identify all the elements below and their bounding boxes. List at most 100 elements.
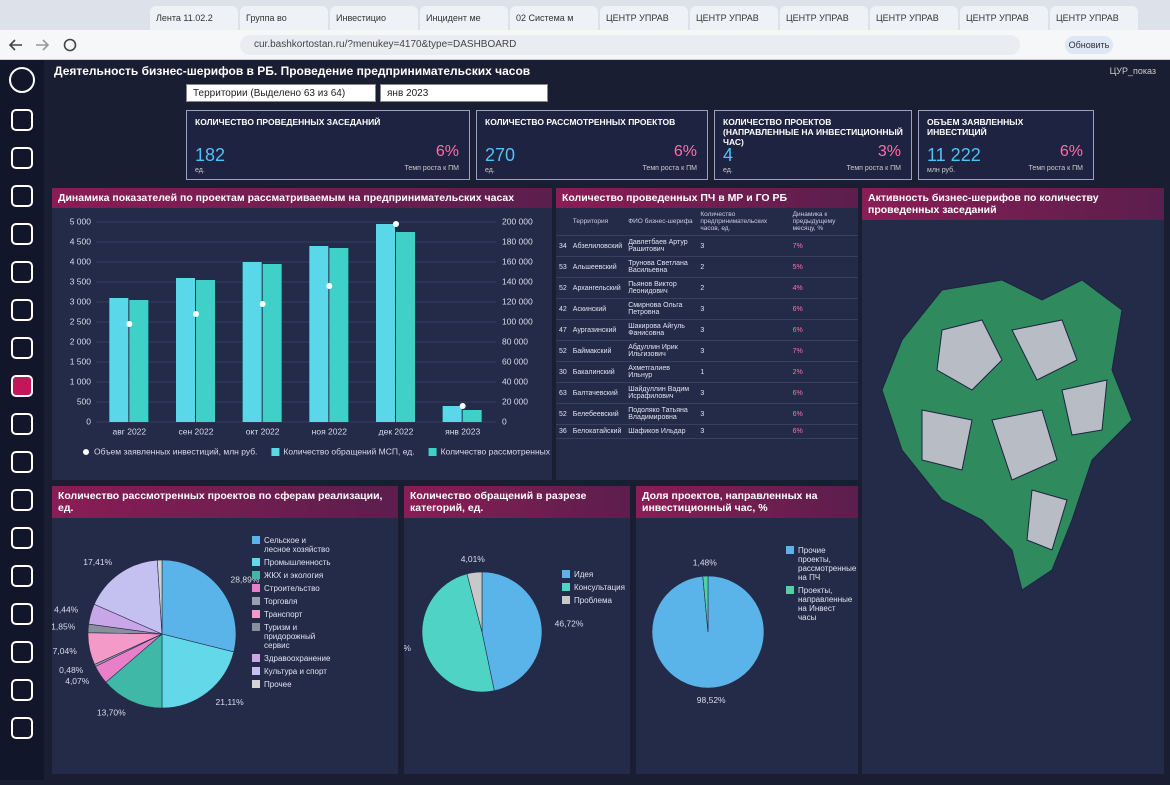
menu-icon[interactable]: [11, 147, 33, 169]
table-row: 63 Балтачевский Шайдуллин Вадим Исрафилови…: [556, 382, 858, 404]
bar: [309, 246, 329, 422]
y-tick-label: 3 500: [70, 276, 92, 286]
menu-icon[interactable]: [11, 299, 33, 321]
pie-slice: [161, 559, 237, 653]
y-tick-label: 4 500: [70, 236, 92, 246]
kpi-growth-label: Темп роста к ПМ: [1028, 165, 1083, 172]
forward-icon[interactable]: [36, 39, 50, 51]
legend-item: Здравоохранение: [252, 654, 332, 663]
browser-tab[interactable]: ЦЕНТР УПРАВ: [870, 6, 958, 30]
browser-tab[interactable]: Инцидент ме: [420, 6, 508, 30]
legend-swatch: [562, 596, 570, 604]
map-region[interactable]: [991, 409, 1058, 481]
browser-tab[interactable]: ЦЕНТР УПРАВ: [1050, 6, 1138, 30]
menu-icon[interactable]: [11, 641, 33, 663]
kpi-title: Количество проектов (направленные на инв…: [723, 117, 903, 147]
update-button[interactable]: Обновить: [1065, 36, 1113, 54]
table-cell: 6%: [789, 424, 858, 439]
y-tick-label: 0: [86, 416, 91, 426]
bar: [129, 300, 149, 422]
menu-icon[interactable]: [11, 527, 33, 549]
legend-label: Культура и спорт: [264, 667, 327, 676]
menu-icon[interactable]: [11, 337, 33, 359]
browser-tab[interactable]: ЦЕНТР УПРАВ: [600, 6, 688, 30]
table-cell: 52: [556, 277, 570, 299]
browser-tab[interactable]: ЦЕНТР УПРАВ: [780, 6, 868, 30]
panel-title: Динамика показателей по проектам рассмат…: [52, 188, 552, 208]
menu-icon[interactable]: [11, 489, 33, 511]
browser-tab[interactable]: Инвестицио: [330, 6, 418, 30]
reload-icon[interactable]: [63, 38, 77, 52]
browser-tab[interactable]: 02 Система м: [510, 6, 598, 30]
menu-icon[interactable]: [11, 451, 33, 473]
legend-swatch: [252, 597, 260, 605]
table-cell: Пьянов Виктор Леонидович: [625, 277, 698, 299]
table-cell: Смирнова Ольга Петровна: [625, 298, 698, 320]
table-cell: 7%: [789, 235, 858, 257]
legend-swatch: [786, 546, 794, 554]
y-tick-label: 160 000: [502, 256, 533, 266]
territory-filter[interactable]: Территории (Выделено 63 из 64): [186, 84, 376, 102]
value-label: 4,07%: [65, 676, 90, 686]
legend-swatch: [562, 583, 570, 591]
legend-swatch: [271, 448, 280, 456]
header-cell: Территория: [569, 208, 626, 236]
menu-icon[interactable]: [11, 375, 33, 397]
pie-slice: [105, 633, 163, 709]
table-cell: Альшеевский: [569, 256, 626, 278]
browser-tab[interactable]: ЦЕНТР УПРАВ: [960, 6, 1048, 30]
pie-slice: [481, 571, 543, 692]
menu-icon[interactable]: [11, 603, 33, 625]
menu-icon[interactable]: [11, 413, 33, 435]
browser-tab[interactable]: Группа во: [240, 6, 328, 30]
bar: [442, 406, 462, 422]
menu-icon[interactable]: [11, 185, 33, 207]
user-name[interactable]: ЦУР_показ: [1109, 66, 1156, 76]
menu-icon[interactable]: [11, 223, 33, 245]
legend-swatch: [252, 584, 260, 592]
kpi-card: Количество проектов (направленные на инв…: [714, 110, 912, 180]
header-cell: Количество предпринимательских часов, ед…: [697, 208, 790, 236]
legend-swatch: [252, 680, 260, 688]
table-cell: 4%: [789, 277, 858, 299]
map-region[interactable]: [1061, 379, 1108, 436]
browser-tab[interactable]: ЦЕНТР УПРАВ: [690, 6, 778, 30]
map-region[interactable]: [921, 409, 973, 471]
legend-item: Транспорт: [252, 610, 332, 619]
menu-icon[interactable]: [11, 109, 33, 131]
table-cell: 6%: [789, 382, 858, 404]
back-icon[interactable]: [8, 39, 22, 51]
legend-item: Туризм и придорожный сервис: [252, 623, 332, 650]
kpi-growth: 6%: [1059, 143, 1083, 160]
nav-buttons[interactable]: [8, 36, 88, 54]
kpi-value: 4: [723, 145, 734, 165]
browser-tab[interactable]: Лента 11.02.2: [150, 6, 238, 30]
map-region[interactable]: [1011, 319, 1078, 381]
map-region[interactable]: [936, 319, 1003, 391]
menu-icon[interactable]: [11, 565, 33, 587]
map-region[interactable]: [1026, 489, 1068, 551]
pie-slice: [161, 633, 235, 709]
bar: [396, 232, 415, 422]
menu-icon[interactable]: [11, 261, 33, 283]
combo-panel: Динамика показателей по проектам рассмат…: [52, 188, 552, 480]
menu-icon[interactable]: [11, 679, 33, 701]
legend-label: Количество рассмотренных проектов: [441, 446, 552, 456]
legend: Идея Консультация Проблема: [562, 570, 626, 605]
dot: [326, 283, 333, 289]
table-cell: 5%: [789, 256, 858, 278]
legend-label: ЖКХ и экология: [264, 571, 324, 580]
dot: [126, 321, 133, 327]
period-filter[interactable]: янв 2023: [380, 84, 548, 102]
kpi-title: Количество проведенных заседаний: [195, 117, 381, 127]
table-cell: 42: [556, 298, 570, 320]
table-cell: 52: [556, 403, 570, 425]
legend-label: Проблема: [574, 596, 612, 605]
url-field[interactable]: cur.bashkortostan.ru/?menukey=4170&type=…: [240, 35, 1020, 55]
x-tick-label: сен 2022: [179, 426, 214, 436]
kpi-growth-label: Темп роста к ПМ: [642, 165, 697, 172]
menu-icon[interactable]: [11, 717, 33, 739]
sidebar: [0, 60, 44, 780]
legend-swatch: [83, 449, 89, 455]
kpi-value: 11 222: [927, 145, 981, 165]
